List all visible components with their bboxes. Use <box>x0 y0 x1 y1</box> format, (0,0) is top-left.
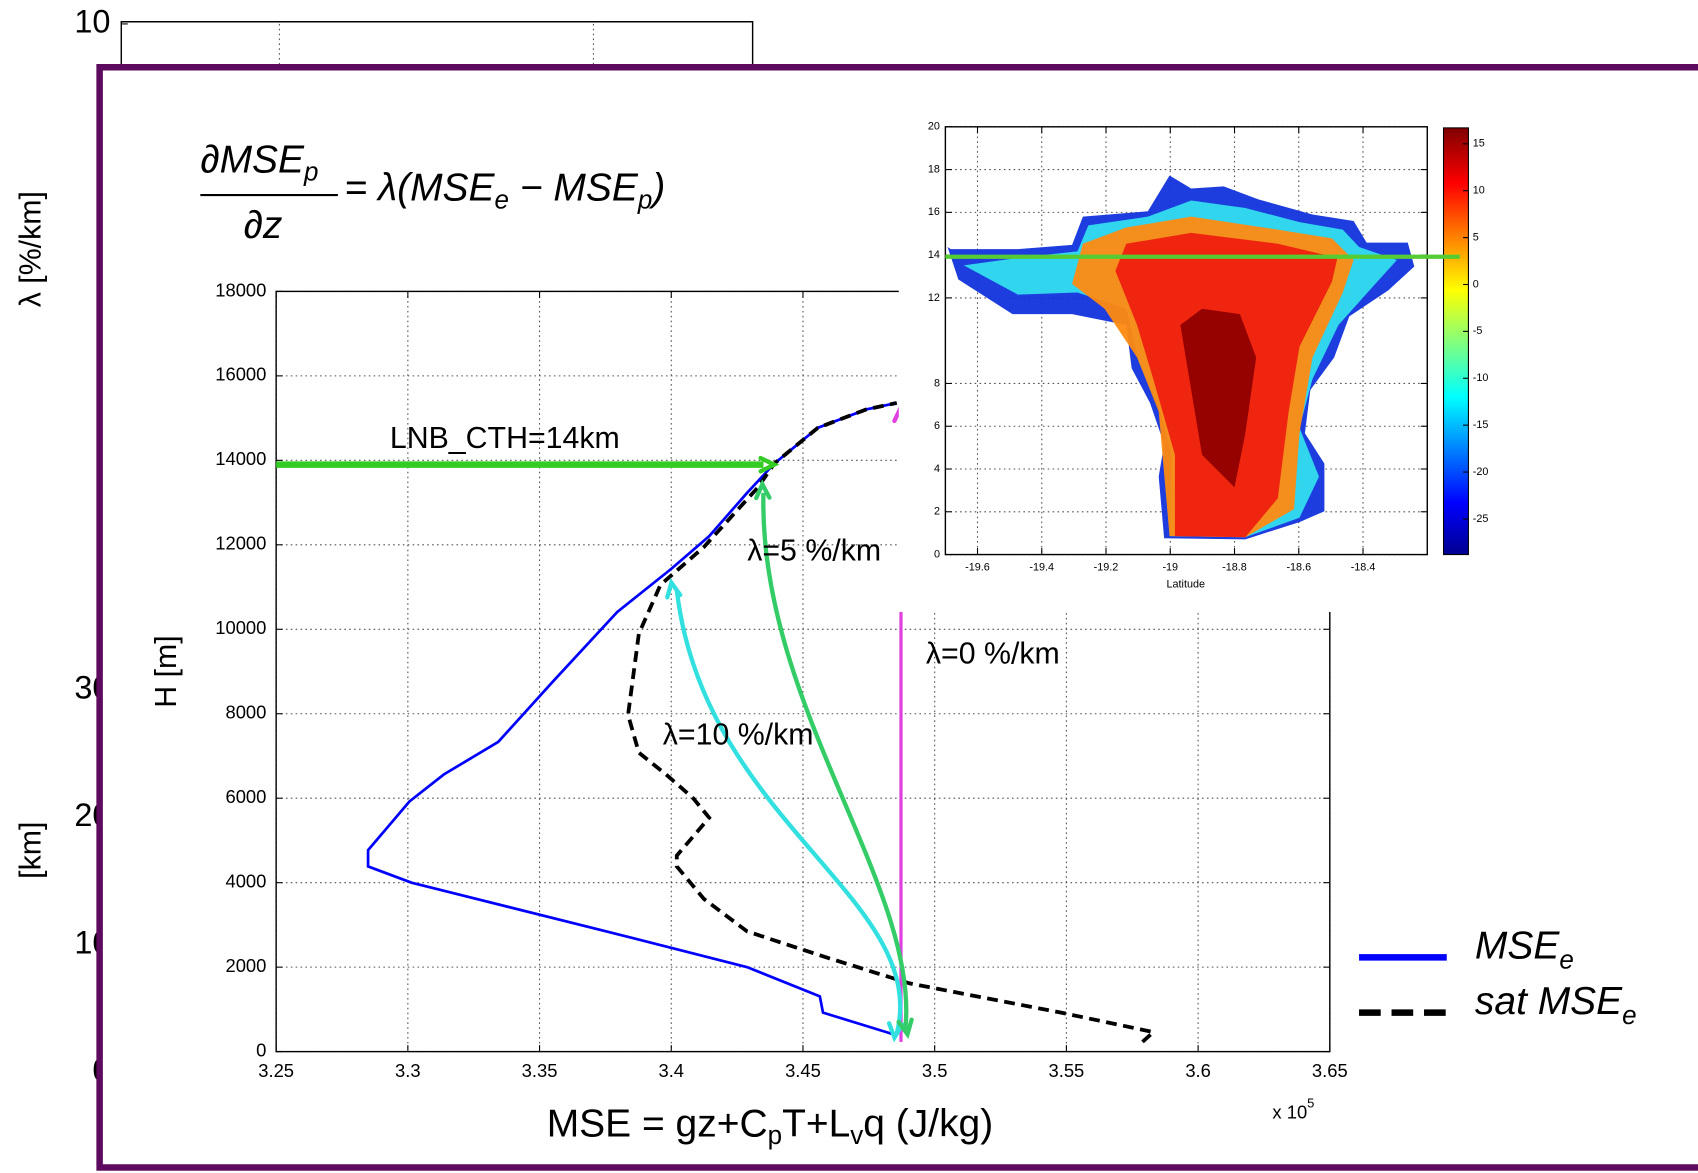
subscript: e <box>1559 945 1573 975</box>
x-tick-label: -19 <box>1162 561 1178 573</box>
subscript: v <box>850 1120 863 1150</box>
text-part: MSE = gz+C <box>547 1103 768 1146</box>
equation-denominator: ∂z <box>244 204 283 247</box>
equation-numerator: ∂MSEp <box>200 139 318 186</box>
y-axis-label: H [m] <box>150 635 183 707</box>
colorbar-tick-label: -20 <box>1473 466 1489 478</box>
x-tick-label: -19.6 <box>965 561 990 573</box>
x-tick-label: 3.25 <box>258 1060 294 1081</box>
y-tick-label: 16000 <box>215 364 266 385</box>
x-tick-label: -18.4 <box>1351 561 1376 573</box>
text-part: T+L <box>782 1103 850 1146</box>
colorbar-tick-label: 5 <box>1473 231 1479 243</box>
multiplier-exponent: 5 <box>1307 1096 1314 1111</box>
y-tick-label: 18 <box>928 163 940 175</box>
y-tick-label: 12 <box>928 292 940 304</box>
x-tick-label: 3.55 <box>1048 1060 1084 1081</box>
text-part: q (J/kg) <box>863 1103 993 1146</box>
page: {"chart_data": [ {"type": "line", "ylabe… <box>0 0 1698 1173</box>
slide: 10λ [%/km]0102030[km]∂MSEp∂z= λ(MSEe − M… <box>0 0 1698 1173</box>
y-tick-label: 14 <box>928 249 940 261</box>
colorbar-tick-label: -15 <box>1473 419 1489 431</box>
y-tick-label: 14000 <box>215 448 266 469</box>
y-tick-label: 0 <box>934 548 940 560</box>
x-tick-label: 3.35 <box>522 1060 558 1081</box>
colorbar-tick-label: 0 <box>1473 278 1479 290</box>
text-part: ∂MSE <box>200 139 305 182</box>
y-tick-label: 12000 <box>215 533 266 554</box>
y-tick-label: 6 <box>934 420 940 432</box>
y-tick-label: 2000 <box>225 955 266 976</box>
text-part: = λ(MSE <box>344 167 495 210</box>
y-tick-label: 16 <box>928 206 940 218</box>
x-tick-label: 3.45 <box>785 1060 821 1081</box>
x-tick-label: -18.6 <box>1286 561 1311 573</box>
y-axis-label: λ [%/km] <box>15 191 48 307</box>
legend-label: sat MSEe <box>1475 980 1637 1030</box>
x-tick-label: -19.2 <box>1094 561 1119 573</box>
colorbar-tick-label: -5 <box>1473 325 1483 337</box>
text-part: − MSE <box>509 167 639 210</box>
x-tick-label: 3.3 <box>395 1060 421 1081</box>
annotation: λ=10 %/km <box>663 718 814 751</box>
y-axis-label: [km] <box>15 822 48 879</box>
y-tick-label: 2 <box>934 506 940 518</box>
multiplier-base: x 10 <box>1272 1101 1307 1122</box>
y-tick-label: 4 <box>934 463 940 475</box>
x-axis-label: Latitude <box>1167 579 1205 591</box>
y-tick-label: 20 <box>928 121 940 133</box>
annotation: LNB_CTH=14km <box>390 422 620 455</box>
y-tick-label: 18000 <box>215 279 266 300</box>
x-tick-label: 3.65 <box>1312 1060 1348 1081</box>
annotation: λ=5 %/km <box>747 534 881 567</box>
y-tick-label: 4000 <box>225 871 266 892</box>
subscript: p <box>303 156 318 186</box>
x-tick-label: 3.5 <box>922 1060 948 1081</box>
colorbar-tick-label: -10 <box>1473 372 1489 384</box>
y-tick-label: 10 <box>74 4 110 40</box>
subscript: e <box>495 184 509 214</box>
y-tick-label: 0 <box>256 1039 266 1060</box>
subscript: p <box>637 184 652 214</box>
annotation: λ=0 %/km <box>926 637 1060 670</box>
x-tick-label: 3.6 <box>1185 1060 1211 1081</box>
background-axes <box>121 22 752 67</box>
y-tick-label: 8 <box>934 377 940 389</box>
x-tick-label: 3.4 <box>658 1060 684 1081</box>
text-part: MSE <box>1475 925 1560 968</box>
colorbar-tick-label: 10 <box>1473 185 1485 197</box>
text-part: sat MSE <box>1475 980 1623 1023</box>
colorbar-tick-label: -25 <box>1473 513 1489 525</box>
x-tick-label: -19.4 <box>1029 561 1054 573</box>
colorbar <box>1444 128 1469 555</box>
legend-label: MSEe <box>1475 925 1574 975</box>
colorbar-tick-label: 15 <box>1473 138 1485 150</box>
subscript: e <box>1622 1000 1636 1030</box>
x-tick-label: -18.8 <box>1222 561 1247 573</box>
y-tick-label: 8000 <box>225 702 266 723</box>
y-tick-label: 6000 <box>225 786 266 807</box>
y-tick-label: 10000 <box>215 617 266 638</box>
subscript: p <box>768 1120 782 1150</box>
